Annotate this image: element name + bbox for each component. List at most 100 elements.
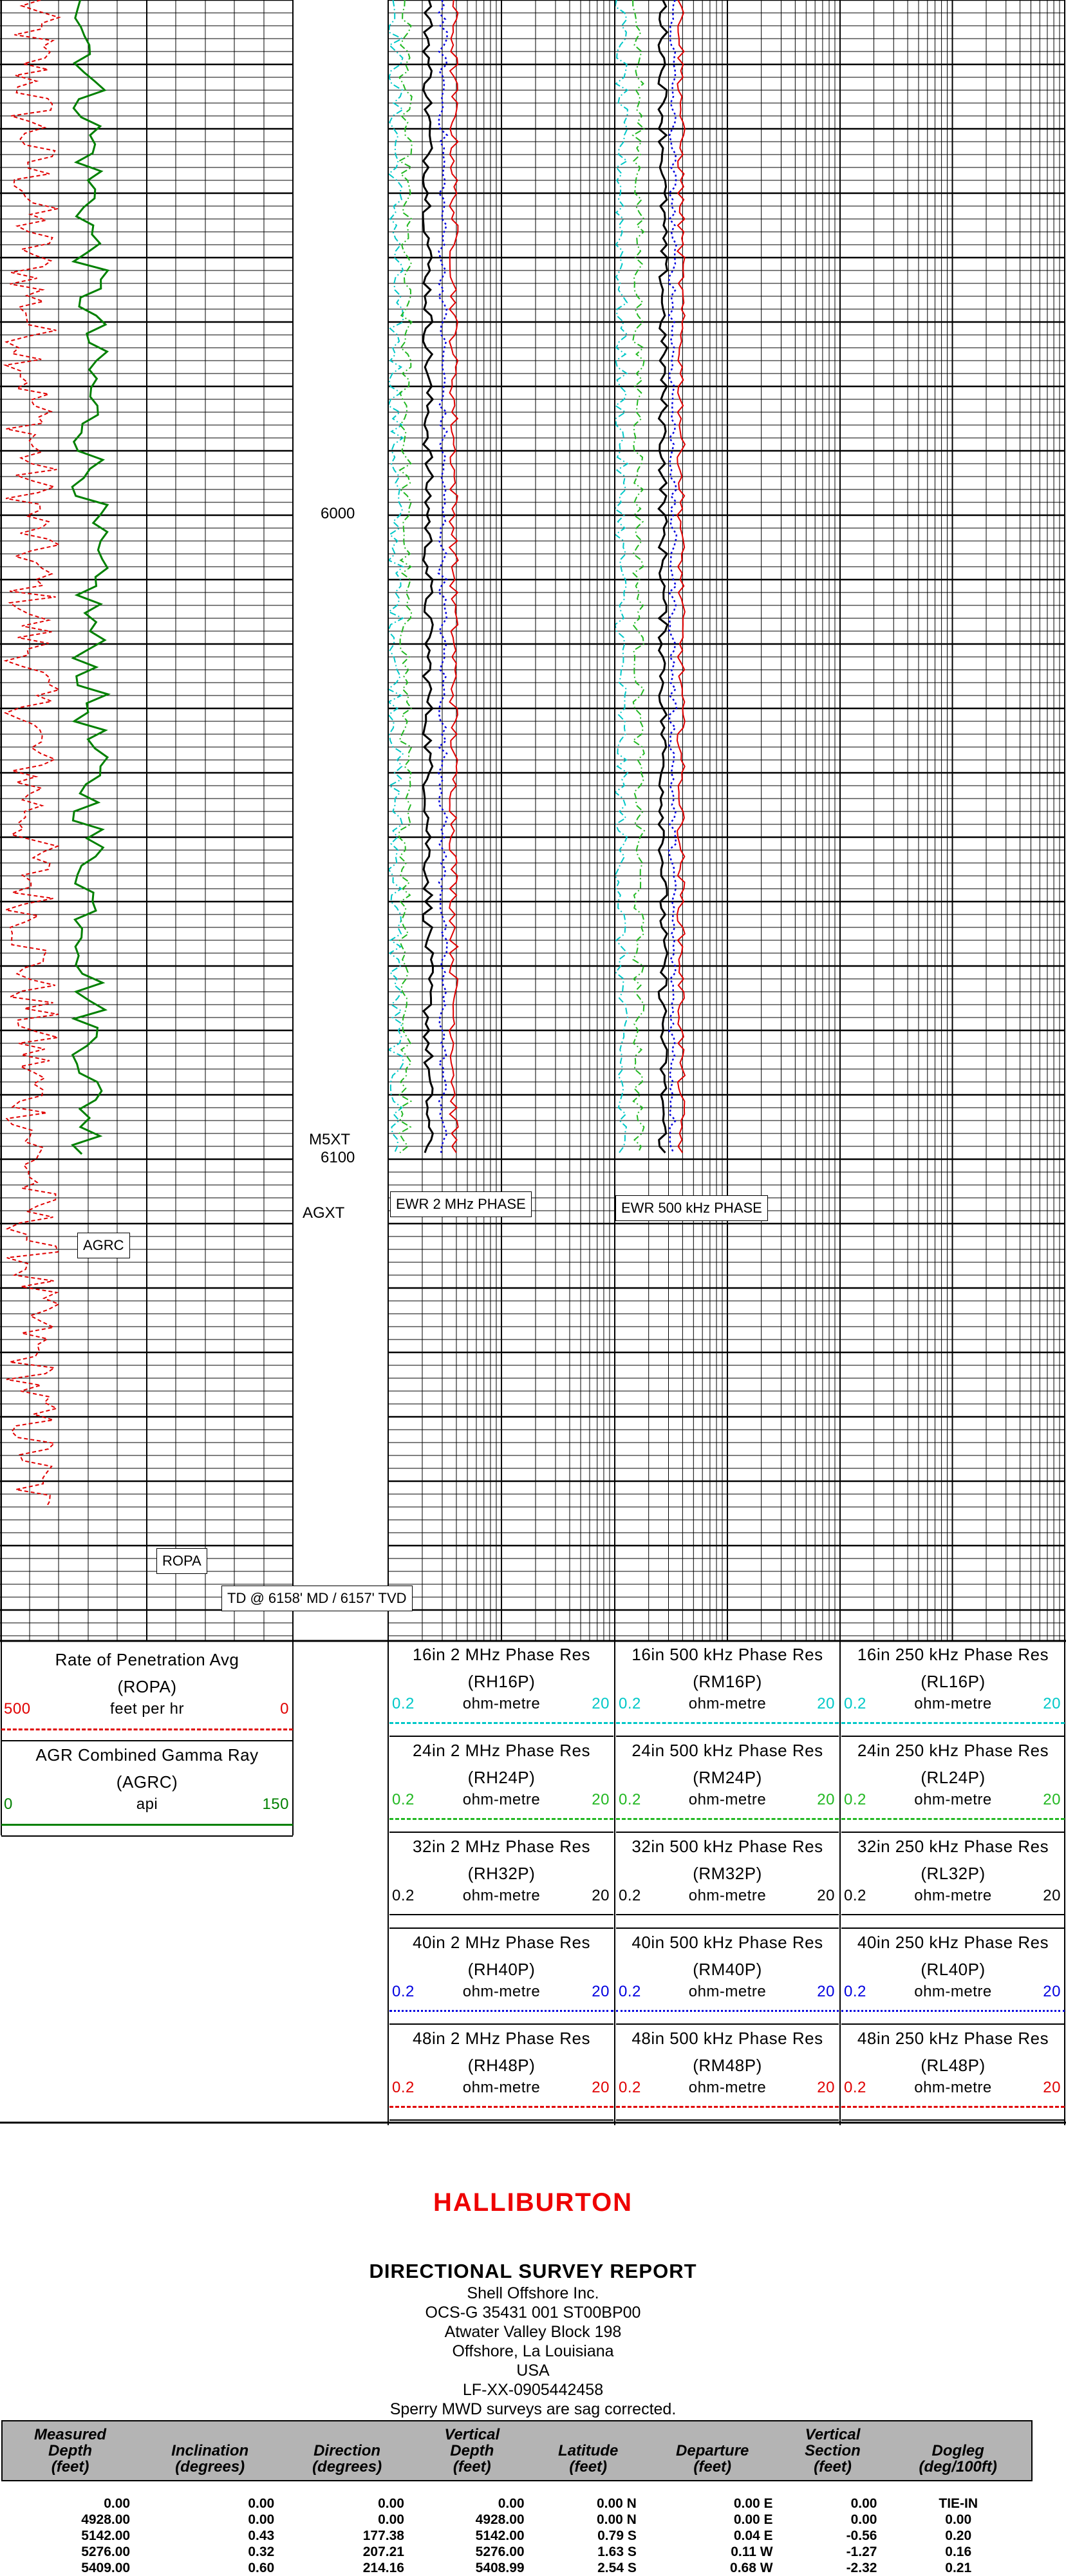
curve-header-rl24p: 24in 250 kHz Phase Res (RL24P) 0.2 ohm-metr… — [841, 1737, 1065, 1833]
header-separator — [389, 1736, 613, 1737]
curve-header-rm40p: 40in 500 kHz Phase Res (RM40P) 0.2 ohm-metr… — [616, 1929, 839, 2025]
curve-name: Rate of Penetration Avg — [55, 1650, 239, 1669]
table-cell: 0.16 — [945, 2544, 972, 2559]
curve-mnemonic: (RL16P) — [921, 1672, 986, 1691]
curve-unit-row: 0.2 ohm-metre 20 — [841, 2079, 1065, 2098]
curve-line-sample — [841, 1722, 1065, 1724]
curve-name: 40in 2 MHz Phase Res — [413, 1933, 590, 1952]
curve-unit-row: 0.2 ohm-metre 20 — [841, 1887, 1065, 1906]
curve-line-sample — [616, 1914, 839, 1915]
curve-mnemonic: (RH40P) — [467, 1960, 536, 1979]
header-line: Departure — [676, 2442, 749, 2459]
scale-right: 20 — [592, 1983, 610, 2000]
curve-header-rh16p: 16in 2 MHz Phase Res (RH16P) 0.2 ohm-metre 2… — [389, 1641, 613, 1737]
curve-mnemonic: (RM24P) — [693, 1768, 762, 1787]
header-line: (deg/100ft) — [919, 2458, 997, 2476]
curve-name: 48in 500 kHz Phase Res — [631, 2029, 823, 2048]
table-cell: -2.32 — [846, 2561, 877, 2575]
header-line: (feet) — [51, 2458, 89, 2476]
column-header: Dogleg (deg/100ft) — [884, 2420, 1033, 2481]
depth-label-6100: 6100 — [321, 1149, 355, 1166]
curve-mnemonic: (RH32P) — [467, 1864, 536, 1883]
curve-mnemonic: (RM16P) — [693, 1672, 762, 1691]
curve-unit: ohm-metre — [462, 1791, 541, 1808]
ropa-curve-tag: ROPA — [156, 1548, 207, 1574]
table-cell: 4928.00 — [475, 2512, 525, 2527]
header-separator — [841, 2119, 1065, 2121]
log-curves — [3, 0, 686, 1508]
curve-line-sample — [389, 1914, 613, 1915]
rm32p-curve — [657, 0, 669, 1153]
scale-right: 20 — [817, 1791, 835, 1808]
curve-unit-row: 0.2 ohm-metre 20 — [616, 1983, 839, 2002]
formation-top-m5xt: M5XT — [309, 1131, 351, 1148]
header-separator — [841, 2023, 1065, 2025]
curve-line-sample — [389, 1818, 613, 1820]
table-cell: 5142.00 — [475, 2528, 525, 2543]
table-cell: 5142.00 — [81, 2528, 131, 2543]
curve-mnemonic: (RH16P) — [467, 1672, 536, 1691]
job-number: LF-XX-0905442458 — [462, 2381, 604, 2399]
table-cell: 0.00 — [104, 2496, 131, 2511]
header-line: (feet) — [693, 2458, 732, 2476]
curve-unit: ohm-metre — [688, 1695, 767, 1712]
curve-mnemonic: (RH48P) — [467, 2056, 536, 2075]
curve-line-sample — [841, 2106, 1065, 2108]
log-grid — [0, 0, 1065, 1641]
curve-mnemonic: (RL32P) — [921, 1864, 986, 1883]
curve-unit: ohm-metre — [462, 1887, 541, 1904]
scale-right: 20 — [817, 1695, 835, 1712]
scale-left: 0 — [4, 1795, 13, 1813]
curve-unit: ohm-metre — [914, 1791, 992, 1808]
table-cell: 5276.00 — [81, 2544, 131, 2559]
curve-unit-row: 0.2 ohm-metre 20 — [616, 1695, 839, 1714]
curve-line-sample — [841, 1818, 1065, 1820]
table-cell: 0.11 W — [731, 2544, 773, 2559]
table-cell: 0.04 E — [733, 2528, 773, 2543]
curve-unit: feet per hr — [110, 1700, 184, 1718]
curve-mnemonic: (AGRC) — [116, 1772, 178, 1792]
rm40p-curve — [668, 0, 678, 1153]
column-header: Latitude (feet) — [532, 2420, 644, 2481]
curve-header-rm24p: 24in 500 kHz Phase Res (RM24P) 0.2 ohm-metr… — [616, 1737, 839, 1833]
curve-mnemonic: (RH24P) — [467, 1768, 536, 1787]
curve-unit: ohm-metre — [462, 1695, 541, 1712]
curve-name: 32in 2 MHz Phase Res — [413, 1837, 590, 1856]
curve-unit-row: 0.2 ohm-metre 20 — [616, 1791, 839, 1810]
table-cell: 0.00 — [248, 2512, 275, 2527]
scale-left: 0.2 — [392, 1983, 415, 2000]
curve-line-sample — [841, 2010, 1065, 2012]
curve-header-rh40p: 40in 2 MHz Phase Res (RH40P) 0.2 ohm-metre 2… — [389, 1929, 613, 2025]
ewr-2mhz-tag: EWR 2 MHz PHASE — [390, 1191, 532, 1217]
curve-header-agrc: AGR Combined Gamma Ray (AGRC) 0 api 150 — [1, 1741, 293, 1837]
table-cell: 1.63 S — [597, 2544, 637, 2559]
curve-line-sample — [616, 1818, 839, 1820]
curve-name: 16in 250 kHz Phase Res — [857, 1645, 1049, 1664]
curve-unit-row: 0.2 ohm-metre 20 — [841, 1983, 1065, 2002]
table-cell: -0.56 — [846, 2528, 877, 2543]
curve-header-rl32p: 32in 250 kHz Phase Res (RL32P) 0.2 ohm-metr… — [841, 1833, 1065, 1929]
curve-line-sample — [389, 1722, 613, 1724]
header-line: (feet) — [814, 2458, 852, 2476]
curve-header-rh24p: 24in 2 MHz Phase Res (RH24P) 0.2 ohm-metre 2… — [389, 1737, 613, 1833]
header-line: Latitude — [558, 2442, 619, 2459]
report-title: DIRECTIONAL SURVEY REPORT — [369, 2260, 697, 2282]
scale-left: 0.2 — [619, 1695, 641, 1712]
header-separator — [389, 1927, 613, 1929]
table-cell: 214.16 — [362, 2561, 404, 2575]
header-separator — [616, 2119, 839, 2121]
header-line: (degrees) — [312, 2458, 382, 2476]
table-cell: 5409.00 — [81, 2561, 131, 2575]
header-line: Depth — [450, 2442, 494, 2459]
curve-unit: ohm-metre — [688, 1983, 767, 2000]
header-separator — [1, 1835, 293, 1837]
operator-name: Shell Offshore Inc. — [467, 2284, 599, 2302]
curve-unit-row: 0.2 ohm-metre 20 — [389, 1791, 613, 1810]
well-name: OCS-G 35431 001 ST00BP00 — [425, 2304, 641, 2322]
curve-line-sample — [616, 1722, 839, 1724]
log-frame — [0, 0, 1066, 2125]
table-cell: 0.00 — [498, 2496, 525, 2511]
table-cell: 0.68 W — [730, 2561, 773, 2575]
rh24p-curve — [398, 0, 413, 1153]
curve-header-rl48p: 48in 250 kHz Phase Res (RL48P) 0.2 ohm-metr… — [841, 2025, 1065, 2121]
